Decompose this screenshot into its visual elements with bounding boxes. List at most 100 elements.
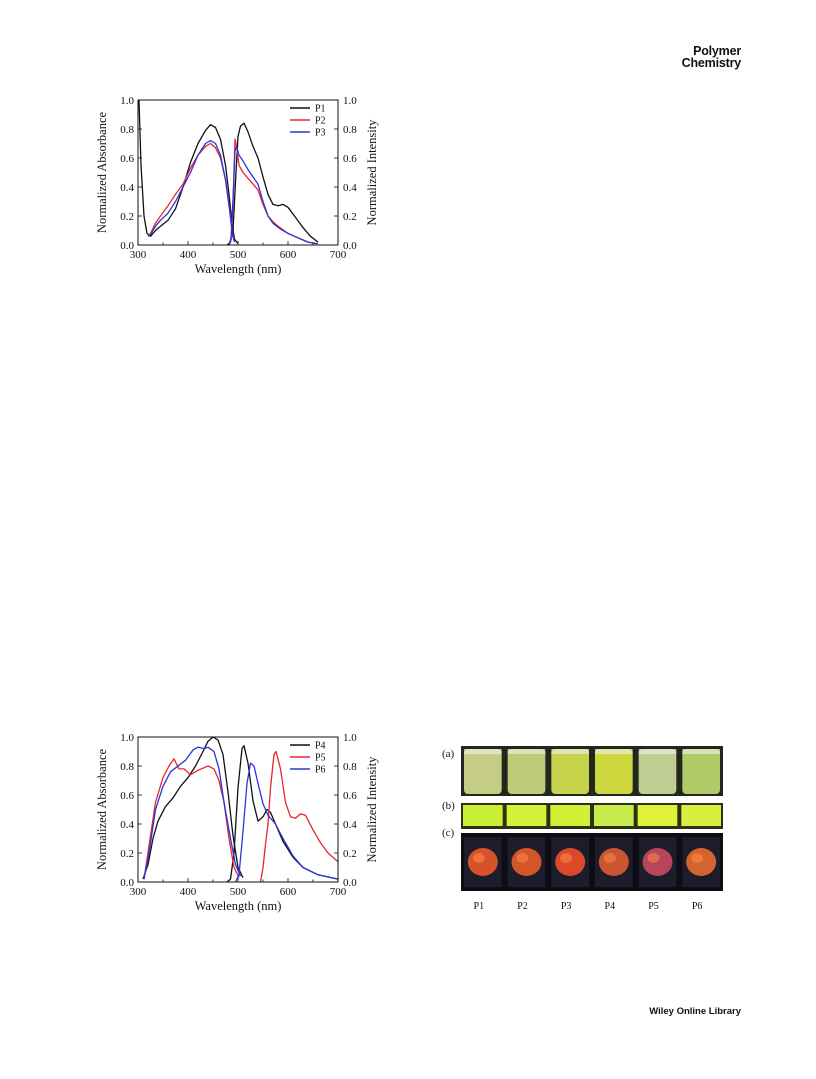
- x-tick-label: 500: [230, 249, 247, 261]
- plot-frame: [137, 736, 339, 883]
- legend-label-p5: P5: [315, 753, 326, 764]
- x-axis-label: Wavelength (nm): [195, 262, 282, 276]
- powder-highlight: [603, 853, 616, 863]
- powder-sample: [555, 848, 586, 876]
- series-lines: [138, 99, 319, 246]
- x-tick-label: 500: [230, 886, 247, 898]
- x-tick-label: 300: [130, 249, 147, 261]
- powder-sample: [467, 848, 498, 876]
- x-tick-label: 600: [280, 249, 297, 261]
- series-p3-absorption-line: [147, 139, 236, 243]
- publisher-footer: Wiley Online Library: [649, 1006, 741, 1017]
- powder-highlight: [472, 853, 485, 863]
- row-label: (b): [442, 800, 455, 812]
- vial-rim: [507, 749, 546, 754]
- film: [550, 805, 590, 826]
- x-tick-label: 700: [330, 249, 347, 261]
- journal-name: Polymer Chemistry: [681, 44, 742, 70]
- y-axis-label-right: Normalized Intensity: [365, 756, 379, 863]
- y-left-tick-label: 0.4: [120, 182, 134, 194]
- series-p6-emission-line: [234, 762, 339, 883]
- vial-rim: [551, 749, 589, 754]
- vial-rim: [682, 749, 720, 754]
- y-right-tick-label: 0.0: [343, 877, 357, 889]
- photo-a-solutions: [461, 746, 723, 796]
- series-p6-absorption-line: [143, 746, 242, 880]
- vial-rim: [638, 749, 677, 754]
- photo-c-powders: [461, 833, 723, 891]
- powder-highlight: [691, 853, 704, 863]
- journal-name-line1: Polymer: [693, 44, 741, 58]
- series-lines: [142, 736, 339, 883]
- y-axis-label-left: Normalized Absorbance: [95, 111, 109, 233]
- plot-frame: [137, 99, 339, 246]
- film: [506, 805, 547, 826]
- y-right-tick-label: 1.0: [343, 95, 357, 107]
- powder-highlight: [516, 853, 529, 863]
- powder-highlight: [647, 853, 660, 863]
- y-left-tick-label: 0.0: [120, 240, 134, 252]
- powder-sample: [686, 848, 717, 876]
- vial: [682, 749, 720, 794]
- x-tick-label: 400: [180, 249, 197, 261]
- series-p4-emission-line: [226, 745, 339, 883]
- y-right-tick-label: 0.0: [343, 240, 357, 252]
- series-p1-emission-line: [226, 122, 319, 246]
- y-right-tick-label: 0.4: [343, 819, 357, 831]
- legend-label-p3: P3: [315, 128, 326, 139]
- y-right-tick-label: 0.2: [343, 211, 357, 223]
- journal-name-line2: Chemistry: [681, 56, 742, 70]
- y-right-tick-label: 1.0: [343, 732, 357, 744]
- y-left-tick-label: 0.2: [120, 848, 134, 860]
- x-tick-label: 400: [180, 886, 197, 898]
- photo-c-background: [461, 833, 723, 891]
- legend-label-p6: P6: [315, 765, 326, 776]
- y-left-tick-label: 1.0: [120, 95, 134, 107]
- series-p5-absorption-line: [143, 758, 240, 880]
- sample-label-p6: P6: [692, 901, 703, 912]
- y-left-tick-label: 0.8: [120, 761, 134, 773]
- powder-sample: [511, 848, 542, 876]
- sample-label-p1: P1: [474, 901, 485, 912]
- sample-label-p3: P3: [561, 901, 572, 912]
- row-labels: (a) (b) (c): [442, 748, 455, 839]
- y-right-tick-label: 0.8: [343, 124, 357, 136]
- sample-label-p5: P5: [648, 901, 659, 912]
- x-tick-label: 700: [330, 886, 347, 898]
- series-p2-emission-line: [228, 138, 316, 246]
- photo-b-films: [461, 803, 723, 829]
- powder-highlight: [560, 853, 573, 863]
- y-axis-label-left: Normalized Absorbance: [95, 748, 109, 870]
- photo-b-background: [461, 803, 723, 829]
- y-left-tick-label: 1.0: [120, 732, 134, 744]
- x-axis-label: Wavelength (nm): [195, 899, 282, 913]
- y-right-tick-label: 0.4: [343, 182, 357, 194]
- y-left-tick-label: 0.6: [120, 153, 134, 165]
- y-left-tick-label: 0.6: [120, 790, 134, 802]
- series-p3-emission-line: [228, 145, 319, 246]
- vial: [507, 749, 546, 794]
- legend-label-p1: P1: [315, 104, 326, 115]
- vial: [595, 749, 633, 794]
- sample-label-p2: P2: [517, 901, 528, 912]
- vial-rim: [464, 749, 502, 754]
- y-left-tick-label: 0.2: [120, 211, 134, 223]
- y-right-tick-label: 0.6: [343, 790, 357, 802]
- series-p1-absorption-line: [138, 99, 239, 245]
- film: [594, 805, 634, 826]
- vial: [638, 749, 677, 794]
- legend-label-p4: P4: [315, 741, 326, 752]
- row-label: (c): [442, 827, 455, 839]
- figure-sample-photographs: (a) (b) (c) P1 P2 P3 P4 P5 P6: [442, 746, 723, 912]
- x-tick-label: 600: [280, 886, 297, 898]
- series-p4-absorption-line: [142, 736, 244, 880]
- sample-labels: P1 P2 P3 P4 P5 P6: [474, 901, 703, 912]
- film: [463, 805, 503, 826]
- vial-rim: [595, 749, 633, 754]
